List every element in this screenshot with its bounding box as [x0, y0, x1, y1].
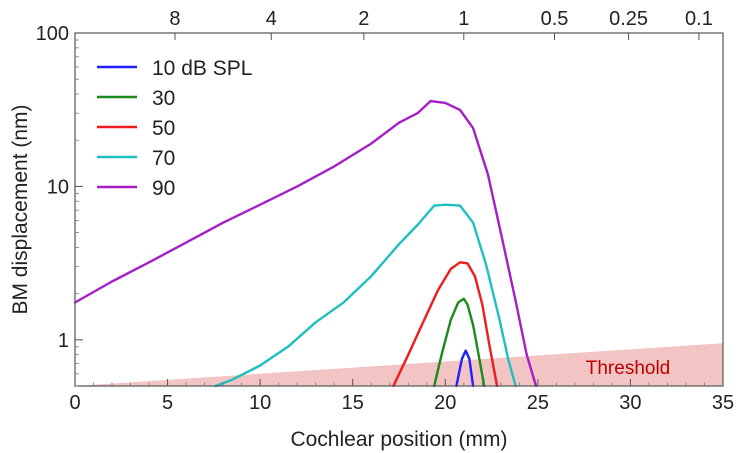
plot-frame: [74, 32, 724, 387]
y-tick-label: 1: [58, 330, 69, 352]
series-line-0: [455, 349, 475, 388]
top-tick-label: 2: [358, 8, 369, 30]
y-tick-label: 10: [47, 176, 69, 198]
y-axis: 1 10 100: [36, 23, 83, 387]
series-line-2: [392, 261, 499, 388]
series-line-4: [73, 99, 538, 388]
x-tick-label: 35: [712, 392, 734, 414]
legend-label-1: 30: [152, 87, 175, 110]
top-axis: 8 4 2 1 0.5 0.25 0.1: [169, 8, 713, 40]
legend-label-4: 90: [152, 177, 175, 200]
legend-label-0: 10 dB SPL: [152, 57, 252, 80]
top-tick-label: 0.25: [609, 8, 648, 30]
x-tick-label: 20: [434, 392, 456, 414]
top-tick-label: 4: [266, 8, 277, 30]
series-line-3: [214, 203, 517, 388]
legend-label-3: 70: [152, 147, 175, 170]
threshold-layer: [75, 343, 723, 386]
x-tick-label: 0: [69, 392, 80, 414]
threshold-band: [75, 343, 723, 386]
x-tick-label: 25: [527, 392, 549, 414]
x-axis: 0 5 10 15 20 25 30 35: [69, 379, 734, 414]
threshold-label: Threshold: [586, 358, 671, 379]
top-tick-label: 1: [458, 8, 469, 30]
x-tick-label: 10: [249, 392, 271, 414]
y-tick-label: 100: [36, 23, 69, 45]
top-tick-label: 0.5: [541, 8, 569, 30]
legend: 10 dB SPL 30 50 70 90: [97, 57, 252, 200]
x-tick-label: 30: [619, 392, 641, 414]
x-axis-title: Cochlear position (mm): [290, 428, 507, 451]
series-layer: [73, 99, 538, 388]
series-line-1: [433, 297, 486, 388]
y-axis-title: BM displacement (nm): [9, 104, 32, 314]
x-tick-label: 15: [342, 392, 364, 414]
x-tick-label: 5: [162, 392, 173, 414]
top-tick-label: 8: [169, 8, 180, 30]
top-tick-label: 0.1: [685, 8, 713, 30]
legend-label-2: 50: [152, 117, 175, 140]
